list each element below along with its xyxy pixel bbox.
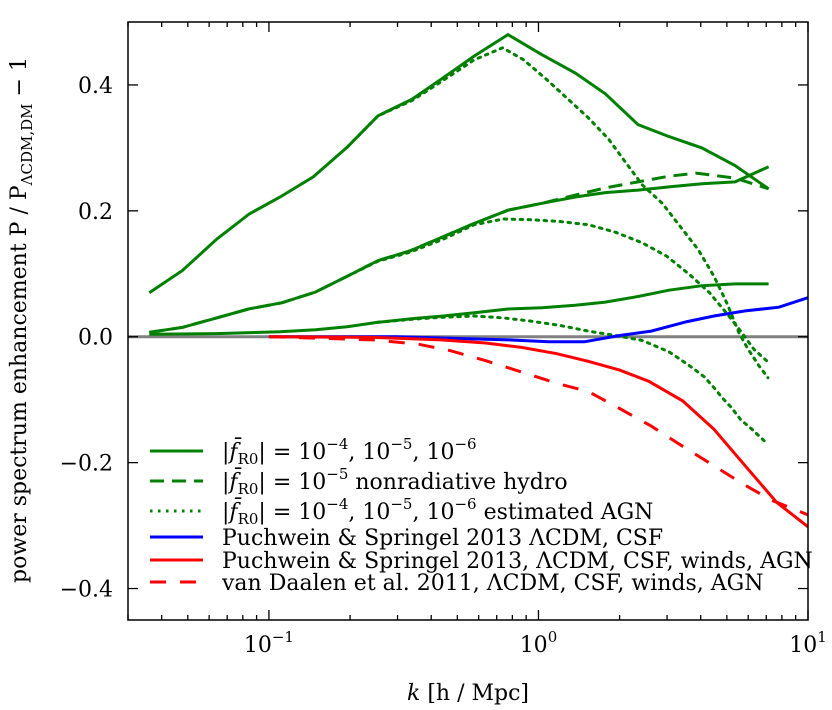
plot-lines <box>148 32 808 528</box>
series-line <box>149 171 770 334</box>
x-axis-label: k [h / Mpc] <box>407 681 529 706</box>
series-line <box>149 165 770 334</box>
legend-label: |f̄R0| = 10−4, 10−5, 10−6 estimated AGN <box>222 495 653 528</box>
y-tick-label: 0.2 <box>78 200 113 225</box>
y-tick-label: −0.2 <box>60 452 113 477</box>
x-tick-label: 100 <box>520 628 558 658</box>
legend-label: |f̄R0| = 10−5 nonradiative hydro <box>222 465 568 498</box>
series-line <box>376 314 767 443</box>
legend-label: Puchwein & Springel 2013 ΛCDM, CSF <box>222 526 663 551</box>
y-axis-label: power spectrum enhancement P / PΛCDM,DM … <box>7 57 36 583</box>
legend-label: |f̄R0| = 10−4, 10−5, 10−6 <box>222 435 477 468</box>
series-line <box>345 46 770 380</box>
legend-label: Puchwein & Springel 2013, ΛCDM, CSF, win… <box>222 549 813 574</box>
legend: |f̄R0| = 10−4, 10−5, 10−6|f̄R0| = 10−5 n… <box>150 435 813 596</box>
y-tick-label: 0.4 <box>78 74 113 99</box>
plot-frame <box>127 21 809 621</box>
series-line <box>268 335 808 517</box>
series-line <box>270 335 808 528</box>
legend-label: van Daalen et al. 2011, ΛCDM, CSF, winds… <box>221 571 763 596</box>
series-line <box>148 32 770 294</box>
series-line <box>149 282 769 336</box>
x-tick-label: 101 <box>789 628 827 658</box>
series-line <box>268 296 808 344</box>
y-tick-label: −0.4 <box>60 578 113 603</box>
x-tick-label: 10−1 <box>244 628 294 658</box>
series-line <box>345 217 770 364</box>
axis-ticks: 10−1 100 101 0.4 0.2 0.0 −0.2 −0.4 <box>60 22 827 658</box>
y-tick-label: 0.0 <box>78 326 113 351</box>
